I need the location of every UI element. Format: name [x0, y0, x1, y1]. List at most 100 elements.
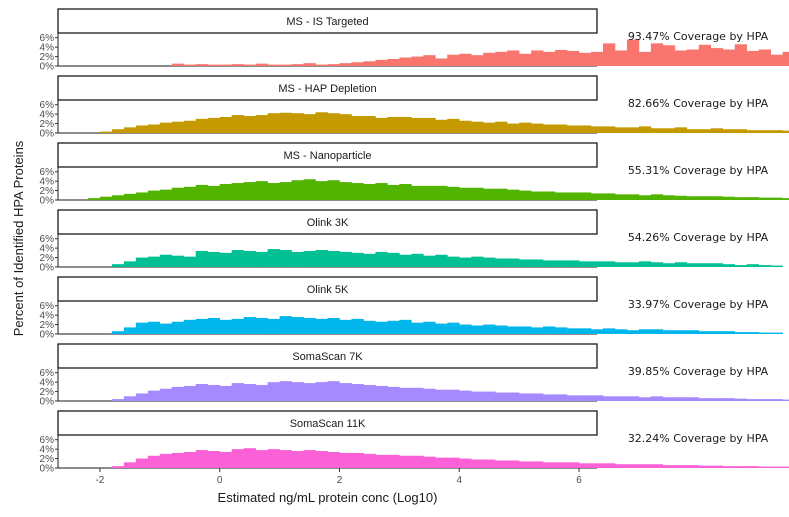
histogram-bar [698, 129, 712, 133]
panel: MS - HAP Depletion 0%2%4%6% 82.66% Coverag… [40, 75, 789, 140]
histogram-bar [339, 251, 352, 267]
histogram-bar [87, 198, 101, 200]
histogram-bar [363, 320, 376, 334]
histogram-bar [674, 50, 688, 66]
histogram-bar [746, 264, 759, 267]
histogram-bar [507, 326, 520, 334]
histogram-bar [435, 185, 448, 200]
histogram-bar [447, 389, 460, 401]
histogram-bar [315, 451, 328, 468]
histogram-bar [363, 61, 376, 66]
histogram-bar [710, 398, 724, 401]
histogram-bar [614, 194, 628, 200]
histogram-bar [159, 323, 173, 334]
histogram-bar [339, 182, 352, 200]
histogram-bar [686, 49, 700, 66]
panel-title: Olink 5K [307, 284, 349, 296]
histogram-bar [327, 381, 340, 401]
histogram-bar [219, 451, 232, 468]
histogram-bar [722, 398, 736, 401]
histogram-bar [531, 393, 544, 401]
x-axis-title: Estimated ng/mL protein conc (Log10) [218, 490, 438, 505]
histogram-bar [411, 253, 424, 267]
histogram-bar [327, 317, 340, 334]
histogram-bar [734, 466, 748, 468]
histogram-bar [195, 184, 209, 200]
y-tick-label: 4% [40, 311, 55, 322]
histogram-bar [770, 54, 783, 66]
histogram-bar [375, 183, 388, 200]
histogram-bar [626, 464, 640, 468]
histogram-bar [483, 257, 496, 267]
histogram-bar [339, 319, 352, 334]
histogram-bar [614, 464, 628, 468]
histogram-bar [255, 317, 268, 334]
histogram-bar [698, 398, 712, 401]
histogram-bar [123, 193, 137, 200]
histogram-bar [231, 383, 244, 401]
histogram-bar [519, 53, 532, 66]
x-tick-label: -2 [95, 475, 104, 486]
histogram-bar [375, 251, 388, 267]
histogram-bar [171, 386, 185, 401]
y-tick-label: 0% [40, 330, 55, 341]
histogram-bar [327, 180, 340, 200]
panel-strip [57, 209, 598, 235]
histogram-bar [387, 386, 400, 401]
histogram-bar [279, 450, 292, 468]
histogram-bar [579, 125, 592, 133]
histogram-bar [758, 399, 771, 401]
histogram-bar [602, 396, 616, 401]
histogram-bar [291, 317, 304, 334]
histogram-bar [291, 64, 304, 66]
histogram-bar [674, 397, 688, 401]
histogram-bar [495, 188, 508, 200]
histogram-bar [171, 255, 185, 267]
histogram-bar [387, 320, 400, 334]
histogram-bar [351, 318, 364, 334]
histogram-bar [447, 118, 460, 133]
histogram-bar [363, 116, 376, 133]
histogram-bar [111, 466, 125, 468]
histogram-bar [447, 457, 460, 468]
histogram-bar [195, 450, 209, 468]
histogram-bar [591, 329, 604, 334]
histogram-bar [662, 397, 676, 401]
histogram-bar [507, 50, 520, 66]
histogram-bar [303, 250, 316, 267]
histogram-bar [207, 384, 220, 401]
histogram-bar [339, 63, 352, 66]
histogram-bar [279, 316, 292, 334]
histogram-bar [219, 385, 232, 401]
panel: SomaScan 11K 0%2%4%6% 32.24% Coverage by H… [40, 410, 789, 475]
histogram-bar [614, 50, 628, 66]
histogram-bar [519, 259, 532, 267]
histogram-bar [519, 461, 532, 468]
histogram-bar [591, 261, 604, 267]
histogram-bar [555, 192, 568, 200]
histogram-bar [495, 392, 508, 401]
panel-strip [57, 142, 598, 168]
histogram-bar [267, 64, 280, 66]
histogram-bar [662, 330, 676, 334]
histogram-bar [147, 124, 161, 133]
histogram-bar [579, 52, 592, 66]
histogram-bar [195, 318, 209, 334]
histogram-bar [123, 462, 137, 468]
histogram-bar [267, 113, 280, 133]
histogram-bar [255, 181, 268, 200]
x-tick-label: 2 [337, 475, 343, 486]
histogram-bar [99, 131, 113, 133]
y-tick-label: 2% [40, 387, 55, 398]
histogram-bar [123, 396, 137, 401]
histogram-bar [351, 384, 364, 401]
histogram-bar [171, 321, 185, 334]
histogram-bar [686, 330, 700, 334]
histogram-bar [243, 250, 256, 267]
panel-strip [57, 343, 598, 369]
histogram-bar [507, 392, 520, 401]
coverage-label: 33.97% Coverage by HPA [628, 298, 769, 311]
histogram-bar [303, 317, 316, 334]
histogram-bar [351, 252, 364, 267]
